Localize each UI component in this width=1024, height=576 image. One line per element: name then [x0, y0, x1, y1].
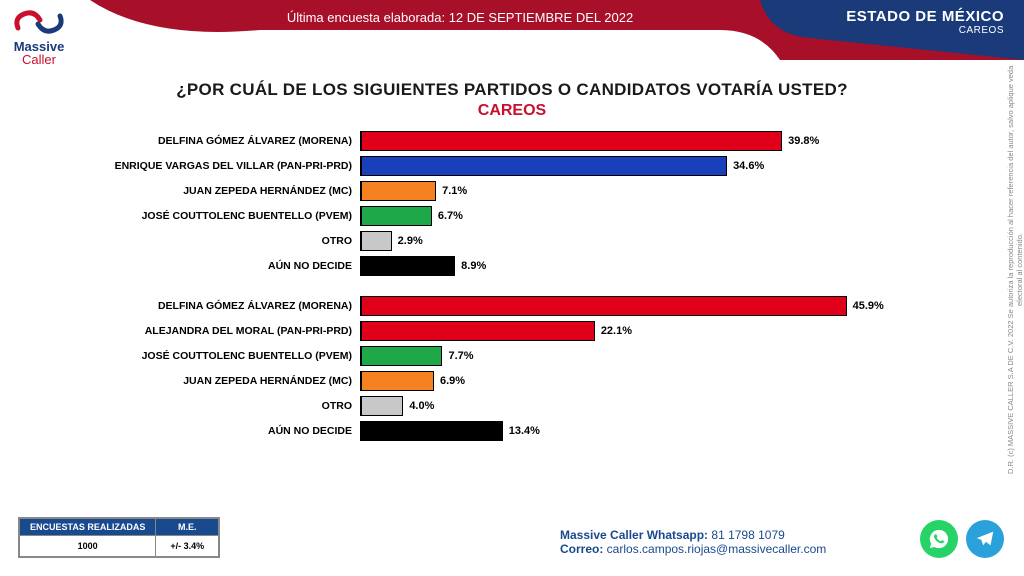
bar-row: JUAN ZEPEDA HERNÁNDEZ (MC) 6.9%	[60, 370, 890, 392]
bar	[361, 346, 442, 366]
telegram-icon[interactable]	[966, 520, 1004, 558]
bar	[361, 181, 436, 201]
bar-track: 34.6%	[360, 156, 890, 176]
bar-row: DELFINA GÓMEZ ÁLVAREZ (MORENA) 45.9%	[60, 295, 890, 317]
whatsapp-icon[interactable]	[920, 520, 958, 558]
bar-label: OTRO	[60, 400, 360, 412]
bar-track: 7.7%	[360, 346, 890, 366]
whatsapp-value: 81 1798 1079	[708, 528, 785, 542]
footer-contact: Massive Caller Whatsapp: 81 1798 1079 Co…	[560, 528, 826, 556]
bar-label: ALEJANDRA DEL MORAL (PAN-PRI-PRD)	[60, 325, 360, 337]
bar-row: ALEJANDRA DEL MORAL (PAN-PRI-PRD) 22.1%	[60, 320, 890, 342]
bar-row: DELFINA GÓMEZ ÁLVAREZ (MORENA) 39.8%	[60, 130, 890, 152]
bar-value: 39.8%	[782, 131, 819, 151]
chart-subtitle: CAREOS	[0, 102, 1024, 120]
bar-label: DELFINA GÓMEZ ÁLVAREZ (MORENA)	[60, 135, 360, 147]
bar-track: 2.9%	[360, 231, 890, 251]
survey-head-1: ENCUESTAS REALIZADAS	[20, 519, 156, 536]
bar-value: 34.6%	[727, 156, 764, 176]
email-value: carlos.campos.riojas@massivecaller.com	[603, 542, 826, 556]
footer-icons	[920, 520, 1004, 558]
date-value: 12 DE SEPTIEMBRE DEL 2022	[449, 10, 634, 25]
bar-row: AÚN NO DECIDE 8.9%	[60, 255, 890, 277]
bar-row: OTRO 4.0%	[60, 395, 890, 417]
logo-word-2: Caller	[22, 52, 56, 67]
bar	[361, 206, 432, 226]
bar-track: 13.4%	[360, 421, 890, 441]
survey-val-2: +/- 3.4%	[156, 536, 219, 557]
bar-group: DELFINA GÓMEZ ÁLVAREZ (MORENA) 45.9% ALEJA…	[60, 295, 890, 442]
state-subtitle: CAREOS	[764, 25, 1004, 36]
bar-track: 22.1%	[360, 321, 890, 341]
chart-question: ¿POR CUÁL DE LOS SIGUIENTES PARTIDOS O C…	[0, 80, 1024, 100]
bar-label: JUAN ZEPEDA HERNÁNDEZ (MC)	[60, 375, 360, 387]
bar-label: JOSÉ COUTTOLENC BUENTELLO (PVEM)	[60, 350, 360, 362]
bar	[361, 321, 595, 341]
bar	[361, 371, 434, 391]
bar-row: OTRO 2.9%	[60, 230, 890, 252]
bar	[361, 256, 455, 276]
survey-info-box: ENCUESTAS REALIZADAS M.E. 1000 +/- 3.4%	[18, 517, 220, 558]
logo-text: Massive Caller	[12, 40, 66, 66]
bar-value: 6.7%	[432, 206, 463, 226]
bar-chart: DELFINA GÓMEZ ÁLVAREZ (MORENA) 39.8% ENRIQ…	[60, 130, 890, 460]
state-name: ESTADO DE MÉXICO	[764, 8, 1004, 25]
bar	[361, 156, 727, 176]
bar-row: JOSÉ COUTTOLENC BUENTELLO (PVEM) 6.7%	[60, 205, 890, 227]
whatsapp-label: Massive Caller Whatsapp:	[560, 528, 708, 542]
email-label: Correo:	[560, 542, 603, 556]
bar-value: 22.1%	[595, 321, 632, 341]
bar-value: 45.9%	[847, 296, 884, 316]
bar-value: 6.9%	[434, 371, 465, 391]
bar	[361, 421, 503, 441]
bar-label: OTRO	[60, 235, 360, 247]
bar-label: JUAN ZEPEDA HERNÁNDEZ (MC)	[60, 185, 360, 197]
bar-value: 7.1%	[436, 181, 467, 201]
bar-row: AÚN NO DECIDE 13.4%	[60, 420, 890, 442]
logo-icon	[12, 6, 66, 38]
bar	[361, 231, 392, 251]
bar-value: 4.0%	[403, 396, 434, 416]
bar-row: JOSÉ COUTTOLENC BUENTELLO (PVEM) 7.7%	[60, 345, 890, 367]
bar	[361, 296, 847, 316]
header-right: ESTADO DE MÉXICO CAREOS	[764, 8, 1004, 36]
bar-label: AÚN NO DECIDE	[60, 260, 360, 272]
copyright-text: D.R. (c) MASSIVE CALLER S.A DE C.V. 2022…	[1006, 60, 1020, 480]
survey-head-2: M.E.	[156, 519, 219, 536]
bar-label: AÚN NO DECIDE	[60, 425, 360, 437]
date-prefix: Última encuesta elaborada:	[287, 10, 449, 25]
bar-label: JOSÉ COUTTOLENC BUENTELLO (PVEM)	[60, 210, 360, 222]
bar	[361, 131, 782, 151]
bar-track: 6.7%	[360, 206, 890, 226]
bar-track: 8.9%	[360, 256, 890, 276]
bar-row: ENRIQUE VARGAS DEL VILLAR (PAN-PRI-PRD) 3…	[60, 155, 890, 177]
bar-value: 13.4%	[503, 421, 540, 441]
bar-row: JUAN ZEPEDA HERNÁNDEZ (MC) 7.1%	[60, 180, 890, 202]
bar-track: 39.8%	[360, 131, 890, 151]
bar-value: 7.7%	[442, 346, 473, 366]
bar-track: 7.1%	[360, 181, 890, 201]
header-date: Última encuesta elaborada: 12 DE SEPTIEM…	[180, 10, 740, 25]
bar-group: DELFINA GÓMEZ ÁLVAREZ (MORENA) 39.8% ENRIQ…	[60, 130, 890, 277]
bar-label: ENRIQUE VARGAS DEL VILLAR (PAN-PRI-PRD)	[60, 160, 360, 172]
bar-track: 4.0%	[360, 396, 890, 416]
bar-label: DELFINA GÓMEZ ÁLVAREZ (MORENA)	[60, 300, 360, 312]
bar-value: 2.9%	[392, 231, 423, 251]
chart-title-block: ¿POR CUÁL DE LOS SIGUIENTES PARTIDOS O C…	[0, 80, 1024, 120]
bar-track: 45.9%	[360, 296, 890, 316]
bar-track: 6.9%	[360, 371, 890, 391]
bar	[361, 396, 403, 416]
brand-logo: Massive Caller	[12, 6, 66, 66]
survey-val-1: 1000	[20, 536, 156, 557]
bar-value: 8.9%	[455, 256, 486, 276]
